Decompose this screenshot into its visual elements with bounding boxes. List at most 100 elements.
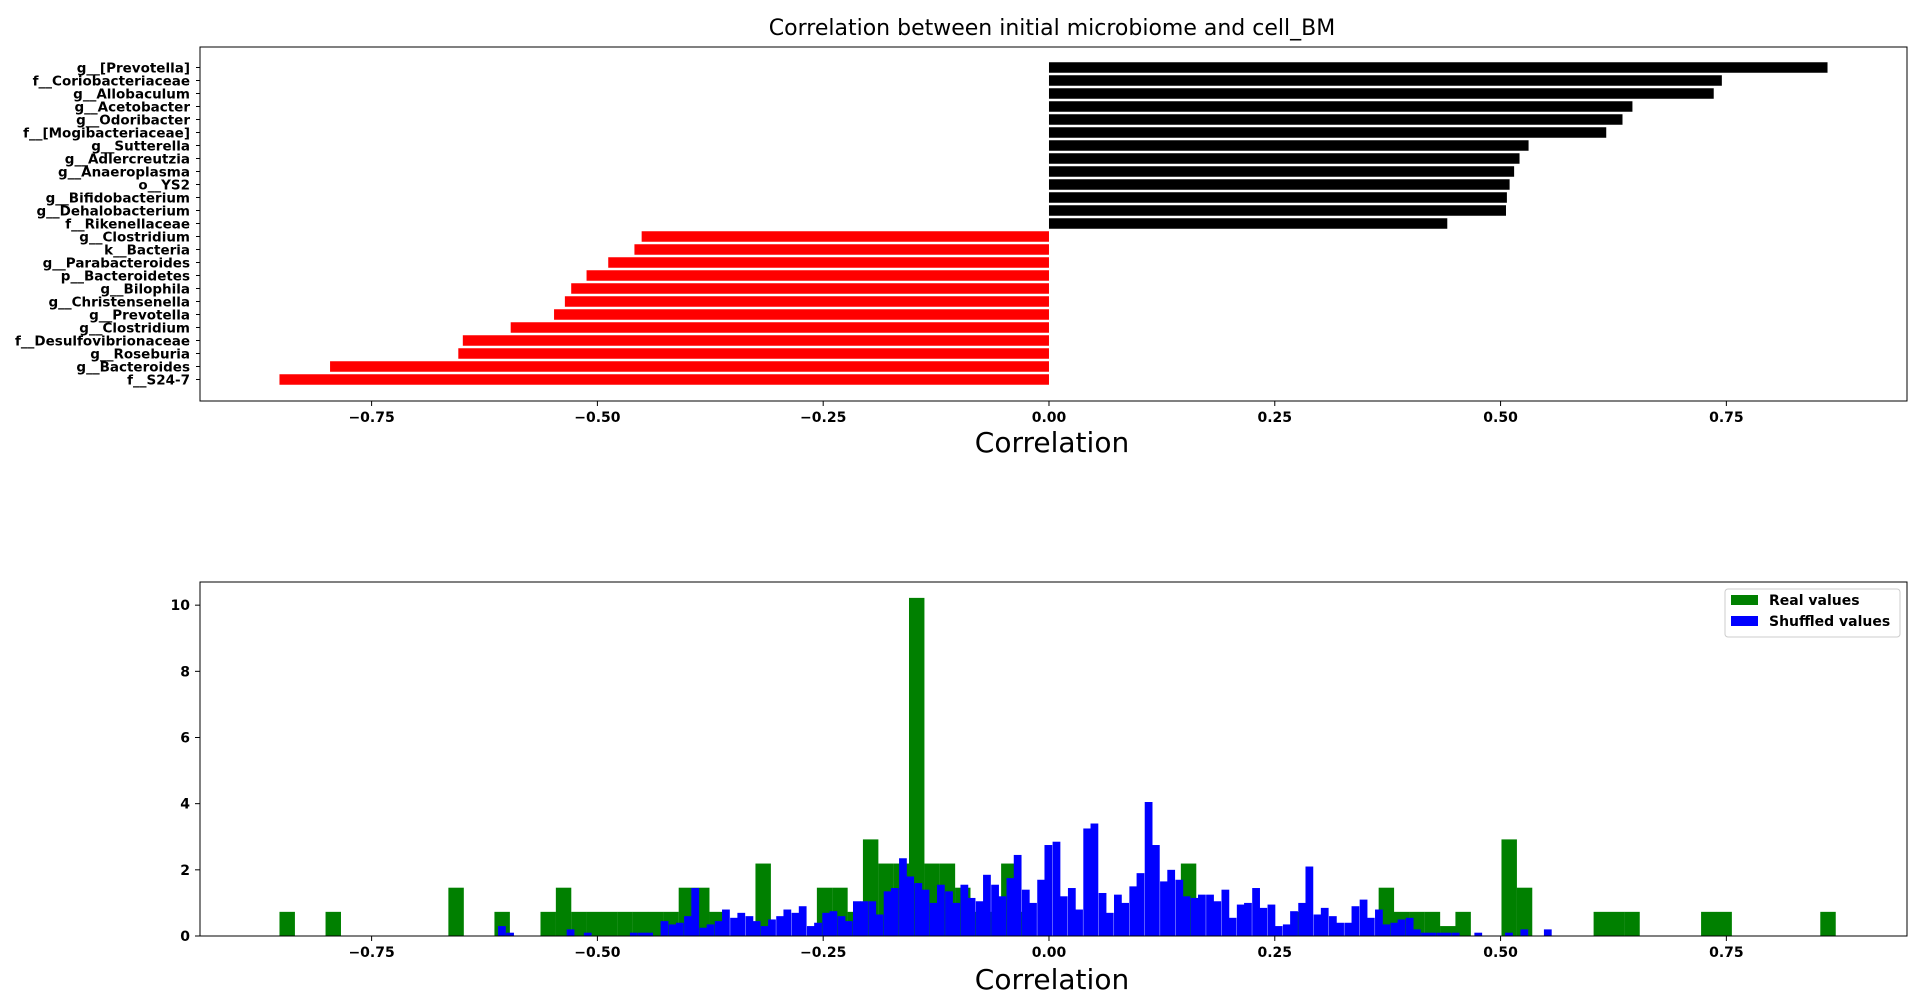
histogram-bin <box>1259 907 1268 936</box>
category-label: g__Adlercreutzia <box>65 152 190 168</box>
legend-label-shuffled: Shuffled values <box>1769 614 1890 630</box>
histogram-bin <box>647 911 664 936</box>
histogram-bin <box>660 921 669 936</box>
histogram-bin <box>571 911 587 936</box>
histogram-bin <box>890 888 899 936</box>
histogram-bin <box>814 922 822 936</box>
histogram-bin <box>883 891 892 936</box>
category-label: g__Clostridium <box>79 321 190 337</box>
histogram-bin <box>555 887 572 936</box>
x-axis-label: Correlation <box>975 426 1129 459</box>
category-labels: g__[Prevotella]f__Coriobacteriaceaeg__Al… <box>15 61 200 389</box>
histogram-bin <box>755 863 771 936</box>
bar <box>330 361 1049 372</box>
bar <box>458 348 1049 359</box>
category-label: g__[Prevotella] <box>77 61 190 77</box>
category-label: f__Desulfovibrionaceae <box>15 334 190 350</box>
histogram-bin <box>1390 922 1399 936</box>
y-tick-label: 4 <box>180 797 190 813</box>
category-label: g__Sutterella <box>91 139 190 155</box>
x-tick-label: −0.50 <box>574 410 621 426</box>
histogram-bin <box>1206 894 1214 936</box>
histogram-bin <box>1359 899 1368 936</box>
legend-label-real: Real values <box>1769 593 1860 609</box>
histogram-bin <box>776 916 784 936</box>
histogram-bin <box>583 932 592 936</box>
bar <box>279 374 1049 385</box>
category-label: p__Bacteroidetes <box>61 269 190 285</box>
y-tick-label: 0 <box>180 929 190 945</box>
correlation-bars <box>279 62 1828 385</box>
histogram-bin <box>768 919 776 936</box>
histogram-bin <box>448 887 464 936</box>
category-label: k__Bacteria <box>104 243 190 259</box>
histogram-bin <box>586 911 603 936</box>
bar <box>462 335 1049 346</box>
histogram-bin <box>1336 922 1344 936</box>
histogram-bin <box>1436 932 1445 936</box>
histogram-bin <box>1375 909 1383 936</box>
histogram-bin <box>1274 926 1283 936</box>
x-tick-label: 0.25 <box>1258 410 1293 426</box>
histogram-bin <box>1451 932 1460 936</box>
histogram-bin <box>1114 894 1122 936</box>
category-label: g__Clostridium <box>79 230 190 246</box>
histogram-bin <box>1021 889 1030 936</box>
category-label: f__Rikenellaceae <box>65 217 190 233</box>
histogram-bin <box>325 911 341 936</box>
bar <box>1048 127 1607 138</box>
histogram-bin <box>1424 911 1441 936</box>
histogram-bin <box>875 914 884 936</box>
histogram-bin <box>1029 902 1037 936</box>
legend-swatch-shuffled <box>1731 616 1758 626</box>
histogram-bin <box>960 884 969 936</box>
category-label: g__Dehalobacterium <box>37 204 191 220</box>
histogram-bin <box>760 926 769 936</box>
histogram-bin <box>714 921 723 936</box>
histogram-bin <box>1267 904 1276 936</box>
histogram-bin <box>1543 929 1552 936</box>
histogram-bin <box>1282 924 1291 936</box>
x-tick-label: 0.25 <box>1258 945 1293 961</box>
bar <box>586 270 1049 281</box>
bar <box>1048 88 1714 99</box>
histogram-bin <box>1366 917 1375 936</box>
category-label: g__Odoribacter <box>76 113 190 129</box>
histogram-bin <box>629 932 638 936</box>
histogram-bin <box>1344 922 1353 936</box>
histogram-bin <box>684 916 692 936</box>
bar <box>1048 179 1510 190</box>
x-tick-label: −0.50 <box>574 945 621 961</box>
correlation-bar-chart: Correlation between initial microbiome a… <box>15 16 1908 459</box>
histogram-bin <box>908 597 925 936</box>
histogram-bin <box>1298 902 1307 936</box>
histogram-bin <box>617 911 633 936</box>
histogram-bin <box>1236 904 1245 936</box>
histogram-bin <box>540 911 556 936</box>
histogram-bin <box>1075 909 1083 936</box>
histogram-bin <box>1136 873 1145 936</box>
bar <box>1048 166 1515 177</box>
bar <box>1048 101 1633 112</box>
histogram-bin <box>1182 896 1191 936</box>
histogram-bin <box>1221 889 1230 936</box>
histogram-bin <box>860 901 868 936</box>
bar <box>1048 205 1506 216</box>
bar <box>1048 218 1448 229</box>
histogram-bin <box>699 927 708 936</box>
histogram-bin <box>822 912 831 936</box>
category-label: g__Bilophila <box>100 282 190 298</box>
x-axis-ticks: −0.75 −0.50 −0.25 0.00 0.25 0.50 0.75 <box>348 401 1744 426</box>
histogram-bin <box>929 902 938 936</box>
x-tick-label: −0.75 <box>348 410 394 426</box>
histogram-bin <box>1006 878 1015 936</box>
x-axis-ticks: −0.75 −0.50 −0.25 0.00 0.25 0.50 0.75 <box>348 936 1744 961</box>
x-tick-label: −0.25 <box>800 945 846 961</box>
bar <box>634 244 1049 255</box>
histogram-bin <box>1501 839 1517 936</box>
histogram-bin <box>1121 902 1130 936</box>
histogram-bin <box>1190 897 1199 936</box>
histogram-bin <box>952 902 961 936</box>
